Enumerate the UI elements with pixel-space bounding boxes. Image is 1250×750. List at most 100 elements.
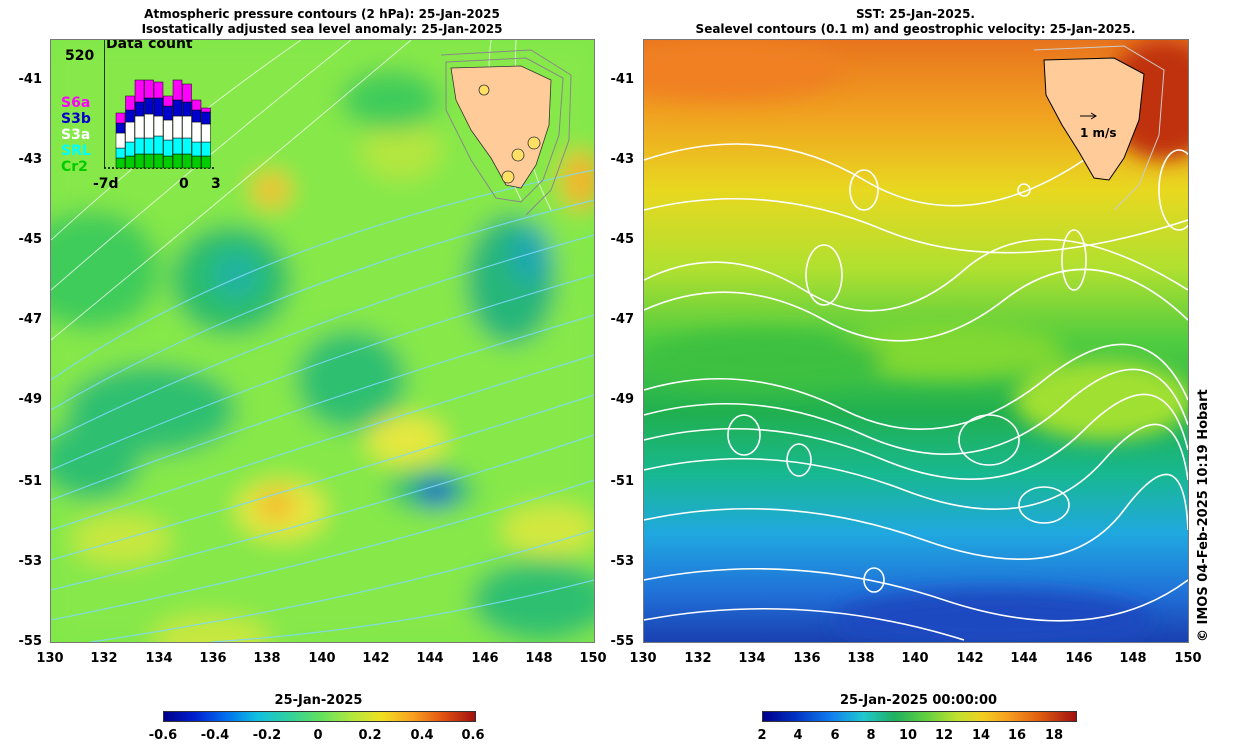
lon-tick: 150: [579, 651, 607, 666]
colorbar-tick: 2: [757, 728, 767, 743]
colorbar-tick: -0.6: [148, 728, 178, 743]
lon-tick: 136: [793, 651, 821, 666]
inset-bar-segment: [163, 95, 173, 107]
inset-bar-segment: [182, 115, 192, 139]
inset-bar-segment: [125, 109, 135, 123]
colorbar-tick: 6: [830, 728, 840, 743]
legend-srl: SRL: [61, 143, 91, 159]
inset-bar-segment: [134, 79, 145, 103]
copyright-label: © IMOS 04-Feb-2025 10:19 Hobart: [1196, 389, 1211, 642]
inset-bar-segment: [134, 115, 145, 139]
lat-tick: -53: [18, 554, 43, 569]
colorbar-tick: -0.4: [200, 728, 230, 743]
lon-tick: 146: [1065, 651, 1093, 666]
inset-bar-segment: [182, 101, 192, 117]
tasmania-land: [450, 65, 552, 189]
inset-bar-segment: [125, 141, 135, 157]
lat-tick: -43: [610, 152, 635, 167]
lat-tick: -49: [18, 392, 43, 407]
colorbar-tick: 0.6: [461, 728, 485, 743]
legend-s3a: S3a: [61, 127, 91, 143]
left-title-line2: Isostatically adjusted sea level anomaly…: [141, 22, 503, 36]
inset-bar-segment: [115, 147, 126, 159]
inset-bar-segment: [172, 115, 183, 139]
lon-tick: 140: [901, 651, 929, 666]
lon-tick: 130: [629, 651, 657, 666]
inset-bar-segment: [134, 137, 145, 155]
inset-bar-segment: [125, 121, 135, 143]
inset-bar-segment: [201, 107, 211, 113]
inset-bar-segment: [153, 97, 164, 117]
colorbar-tick: 16: [1007, 728, 1027, 743]
inset-bar-segment: [201, 141, 211, 157]
inset-bar-segment: [144, 113, 154, 139]
inset-bar-segment: [144, 79, 154, 99]
colorbar-tick: 14: [971, 728, 991, 743]
inset-bar-segment: [191, 155, 202, 169]
inset-max-label: 520: [65, 48, 95, 64]
inset-bar-segment: [191, 141, 202, 157]
inset-bar-segment: [115, 112, 126, 124]
inset-bar-segment: [182, 83, 192, 103]
right-title-line1: SST: 25-Jan-2025.: [856, 7, 975, 21]
inset-bar-segment: [172, 153, 183, 169]
inset-bar-segment: [182, 153, 192, 169]
lon-tick: 150: [1174, 651, 1202, 666]
inset-bar-segment: [172, 137, 183, 155]
legend-cr2: Cr2: [61, 159, 88, 175]
inset-bar-segment: [115, 157, 126, 169]
lon-tick: 130: [36, 651, 64, 666]
sst-map: 1 m/s: [643, 39, 1189, 643]
inset-bar-segment: [163, 105, 173, 121]
lon-tick: 138: [253, 651, 281, 666]
inset-xlabel-end: 3: [211, 176, 221, 192]
lon-tick: 138: [847, 651, 875, 666]
lat-tick: -45: [610, 232, 635, 247]
lon-tick: 146: [471, 651, 499, 666]
inset-bar-segment: [153, 81, 164, 99]
inset-xlabel-zero: 0: [179, 176, 189, 192]
left-colorbar: [163, 711, 476, 722]
inset-bar-segment: [134, 101, 145, 117]
legend-s6a: S6a: [61, 95, 91, 111]
lat-tick: -55: [18, 634, 43, 649]
lat-tick: -51: [610, 474, 635, 489]
inset-bar-segment: [163, 119, 173, 141]
inset-bar-segment: [153, 135, 164, 155]
lon-tick: 132: [684, 651, 712, 666]
lat-tick: -55: [610, 634, 635, 649]
inset-bar-segment: [172, 79, 183, 101]
inset-bar-segment: [182, 137, 192, 155]
left-title-line1: Atmospheric pressure contours (2 hPa): 2…: [144, 7, 500, 21]
colorbar-tick: 18: [1044, 728, 1064, 743]
inset-bar-segment: [201, 123, 211, 143]
inset-bar-segment: [191, 109, 202, 123]
lon-tick: 144: [416, 651, 444, 666]
lat-tick: -53: [610, 554, 635, 569]
lat-tick: -49: [610, 392, 635, 407]
inset-title: Data count: [106, 39, 193, 52]
inset-bar-segment: [144, 153, 154, 169]
colorbar-tick: 8: [866, 728, 876, 743]
lat-tick: -41: [18, 72, 43, 87]
inset-bar-segment: [144, 137, 154, 155]
inset-bar-segment: [144, 97, 154, 115]
inset-bar-segment: [115, 132, 126, 149]
inset-bar-segment: [191, 121, 202, 143]
lon-tick: 142: [362, 651, 390, 666]
inset-bar-segment: [125, 95, 135, 111]
inset-bar-segment: [201, 155, 211, 169]
right-colorbar: [762, 711, 1077, 722]
right-colorbar-title: 25-Jan-2025 00:00:00: [839, 693, 998, 708]
colorbar-tick: 10: [898, 728, 918, 743]
lat-tick: -45: [18, 232, 43, 247]
legend-s3b: S3b: [61, 111, 91, 127]
inset-bar-segment: [115, 122, 126, 134]
lon-tick: 144: [1010, 651, 1038, 666]
inset-xlabel-start: -7d: [93, 176, 119, 192]
colorbar-tick: 0.4: [410, 728, 434, 743]
tasmania-land-sst: [1043, 57, 1145, 181]
lon-tick: 134: [145, 651, 173, 666]
lat-tick: -51: [18, 474, 43, 489]
right-title-line2: Sealevel contours (0.1 m) and geostrophi…: [695, 22, 1136, 36]
